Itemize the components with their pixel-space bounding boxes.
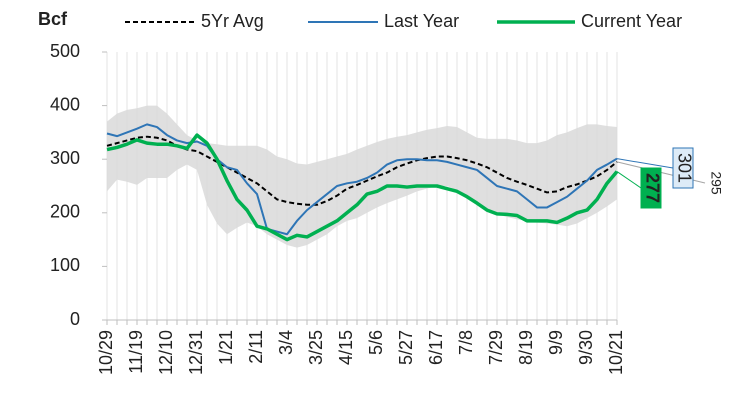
x-tick-label: 12/31 [186, 330, 206, 375]
legend-label: Current Year [581, 11, 682, 31]
x-tick-label: 10/21 [606, 330, 626, 375]
x-tick-label: 11/19 [126, 330, 146, 374]
legend-label: 5Yr Avg [201, 11, 264, 31]
x-tick-label: 5/6 [366, 330, 386, 355]
series-line [106, 135, 618, 206]
x-tick-label: 9/30 [576, 330, 596, 365]
label-box [640, 167, 662, 209]
y-tick-label: 300 [50, 148, 80, 168]
data-label: 301 [674, 153, 694, 183]
label-box [672, 147, 694, 189]
x-tick-label: 9/9 [546, 330, 566, 355]
y-tick-label: 400 [50, 94, 80, 114]
x-tick-label: 1/21 [216, 330, 236, 365]
x-tick-label: 2/11 [246, 330, 266, 364]
x-tick-label: 10/29 [96, 330, 116, 375]
y-tick-label: 200 [50, 202, 80, 222]
y-tick-label: 500 [50, 41, 80, 61]
x-tick-label: 4/15 [336, 330, 356, 365]
x-tick-label: 7/29 [486, 330, 506, 365]
x-tick-label: 3/4 [276, 330, 296, 355]
data-label: 277 [642, 173, 662, 203]
series-line [106, 133, 619, 242]
range-band [107, 105, 617, 248]
y-tick-label: 100 [50, 255, 80, 275]
y-axis-title: Bcf [38, 9, 68, 29]
legend-label: Last Year [384, 11, 459, 31]
x-tick-label: 3/25 [306, 330, 326, 365]
y-tick-label: 0 [70, 309, 80, 329]
x-tick-label: 12/10 [156, 330, 176, 375]
x-tick-label: 8/19 [516, 330, 536, 365]
leader-line [616, 171, 642, 189]
x-tick-label: 6/17 [426, 330, 446, 365]
x-tick-label: 5/27 [396, 330, 416, 365]
leader-line [616, 158, 674, 169]
x-tick-label: 7/8 [456, 330, 476, 355]
data-label: 295 [708, 171, 724, 195]
